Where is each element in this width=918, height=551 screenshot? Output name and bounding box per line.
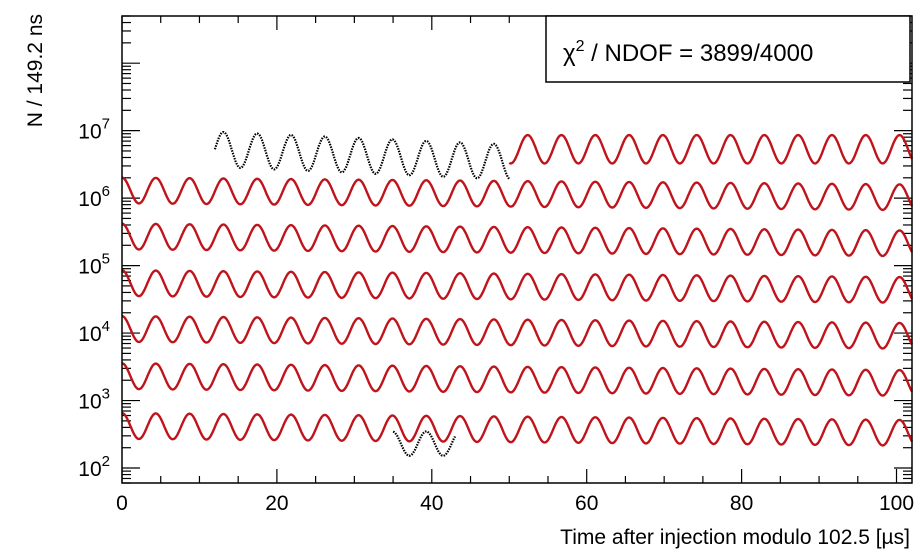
- x-tick-label: 40: [420, 492, 443, 515]
- data-series-0: [213, 131, 511, 180]
- x-tick-label: 60: [575, 492, 598, 515]
- data-series-8: [392, 430, 457, 457]
- fit-series-3: [121, 222, 914, 258]
- fit-series-5: [121, 315, 914, 350]
- y-tick-label: 103: [78, 386, 110, 414]
- y-tick-label: 102: [78, 453, 110, 481]
- x-axis-title: Time after injection modulo 102.5 [µs]: [560, 526, 910, 549]
- y-tick-label: 104: [78, 318, 110, 346]
- legend-box: χ2 / NDOF = 3899/4000: [545, 15, 911, 83]
- chi-exponent: 2: [576, 38, 585, 55]
- plot-frame: [121, 15, 913, 484]
- chi2-ndof-label: / NDOF = 3899/4000: [585, 40, 814, 67]
- y-tick-label: 105: [78, 251, 110, 279]
- series-layer: [121, 131, 914, 457]
- x-tick-label: 20: [265, 492, 288, 515]
- fit-series-6: [121, 362, 914, 397]
- x-tick-label: 80: [730, 492, 753, 515]
- fit-series-2: [121, 176, 914, 212]
- chi-symbol: χ: [563, 40, 576, 67]
- svg-text:χ2 / NDOF = 3899/4000: χ2 / NDOF = 3899/4000: [563, 38, 813, 67]
- fit-series-4: [121, 269, 914, 304]
- fit-series-1: [508, 133, 914, 165]
- x-tick-label: 100: [879, 492, 914, 515]
- y-tick-label: 107: [78, 116, 110, 144]
- x-tick-label: 0: [116, 492, 128, 515]
- y-tick-label: 106: [78, 183, 110, 211]
- y-axis-title: N / 149.2 ns: [24, 14, 47, 127]
- tick-layer: 0 20 40 60 80 100 102 103 104 105 106 107: [78, 15, 914, 515]
- fit-series-7: [121, 412, 914, 447]
